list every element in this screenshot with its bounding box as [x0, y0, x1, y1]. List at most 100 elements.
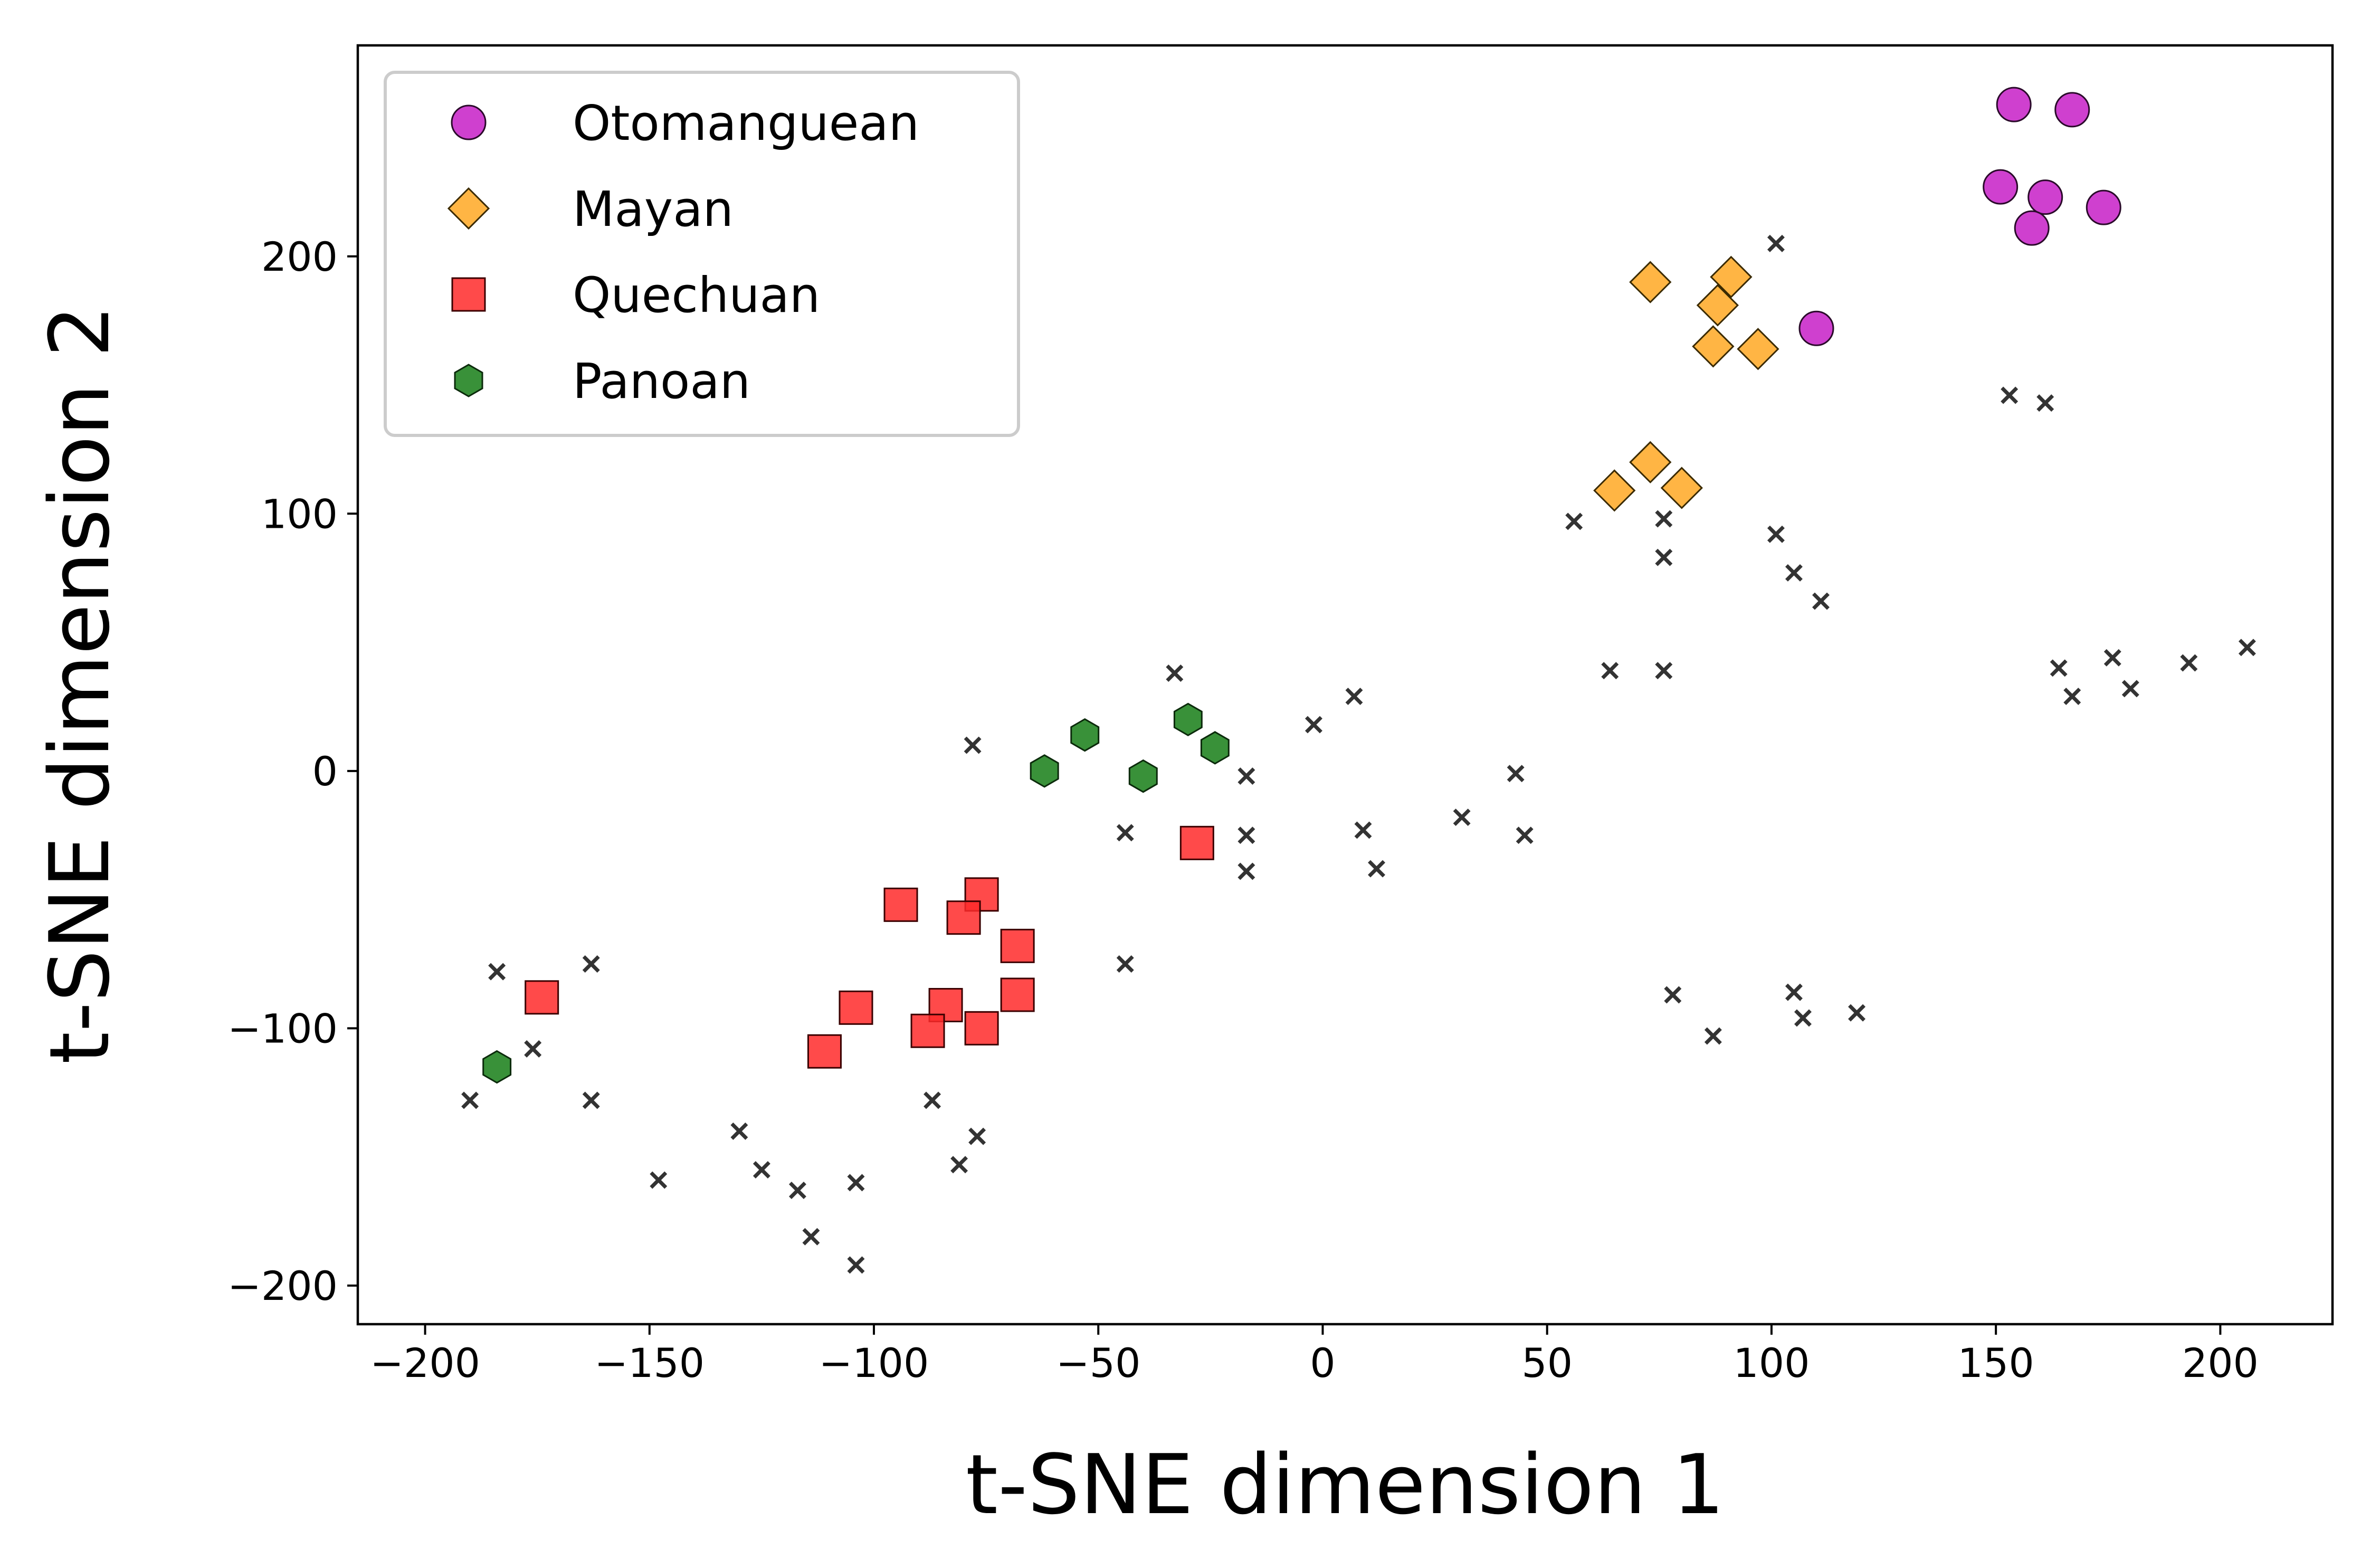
unlabeled-point: [847, 1174, 865, 1192]
y-tick-label: −100: [227, 1005, 338, 1052]
unlabeled-point: [1767, 234, 1785, 252]
unlabeled-point: [788, 1182, 806, 1199]
unlabeled-point: [1237, 862, 1255, 880]
legend-marker-otomanguean: [451, 104, 487, 140]
unlabeled-point: [1704, 1027, 1722, 1045]
legend: Otomanguean Mayan Quechuan Panoan: [384, 71, 1020, 437]
panoan-point: [482, 1050, 512, 1084]
quechuan-point: [807, 1034, 842, 1069]
legend-label-mayan: Mayan: [573, 181, 734, 237]
x-tick-label: −200: [370, 1339, 480, 1386]
unlabeled-point: [488, 963, 506, 981]
otomanguean-point: [1996, 87, 2032, 122]
x-tick-label: 150: [1958, 1339, 2034, 1386]
unlabeled-point: [1655, 510, 1673, 528]
unlabeled-point: [2180, 654, 2198, 672]
mayan-point: [1737, 328, 1779, 370]
unlabeled-point: [650, 1171, 668, 1189]
y-tick-label: 200: [261, 233, 338, 280]
otomanguean-point: [2014, 210, 2050, 246]
unlabeled-point: [1785, 983, 1803, 1001]
x-tick-label: −50: [1056, 1339, 1140, 1386]
unlabeled-point: [2063, 687, 2081, 705]
otomanguean-point: [2086, 189, 2121, 225]
panoan-point: [1128, 759, 1158, 793]
unlabeled-point: [2238, 639, 2256, 657]
unlabeled-point: [461, 1091, 479, 1109]
quechuan-point: [1179, 825, 1214, 860]
quechuan-point: [1000, 928, 1035, 963]
unlabeled-point: [1354, 821, 1372, 839]
mayan-point: [1710, 255, 1753, 298]
unlabeled-point: [1767, 525, 1785, 543]
x-axis-ticks: −200 −150 −100 −50 0 50 100 150 200: [370, 1324, 2259, 1386]
y-tick-label: 0: [312, 748, 338, 795]
x-tick-label: 200: [2182, 1339, 2259, 1386]
mayan-point: [1629, 261, 1672, 303]
plot-frame: [356, 44, 2334, 1326]
unlabeled-point: [1794, 1009, 1812, 1027]
x-tick-label: −150: [594, 1339, 705, 1386]
legend-marker-quechuan: [451, 277, 486, 312]
legend-label-panoan: Panoan: [573, 353, 750, 410]
x-tick-label: 0: [1310, 1339, 1335, 1386]
x-tick-label: −100: [819, 1339, 929, 1386]
unlabeled-point: [1848, 1004, 1865, 1022]
legend-label-quechuan: Quechuan: [573, 267, 820, 324]
quechuan-point: [910, 1013, 945, 1048]
unlabeled-point: [1305, 716, 1322, 734]
otomanguean-point: [1798, 310, 1834, 346]
mayan-point: [1696, 284, 1739, 327]
unlabeled-point: [1565, 512, 1583, 530]
unlabeled-point: [1166, 664, 1184, 682]
unlabeled-point: [950, 1156, 968, 1174]
unlabeled-point: [753, 1161, 770, 1179]
y-tick-label: −200: [227, 1262, 338, 1309]
unlabeled-point: [1812, 592, 1830, 610]
x-tick-label: 50: [1521, 1339, 1573, 1386]
unlabeled-point: [1664, 986, 1682, 1004]
unlabeled-point: [924, 1091, 941, 1109]
unlabeled-point: [524, 1040, 542, 1058]
unlabeled-point: [2103, 649, 2121, 667]
quechuan-point: [525, 980, 559, 1015]
otomanguean-point: [2054, 92, 2090, 128]
unlabeled-point: [1237, 826, 1255, 844]
unlabeled-point: [2001, 386, 2019, 404]
unlabeled-point: [802, 1228, 820, 1246]
unlabeled-point: [582, 1091, 600, 1109]
unlabeled-point: [2121, 680, 2139, 698]
unlabeled-point: [1785, 564, 1803, 582]
quechuan-point: [964, 1011, 999, 1046]
y-axis-ticks: −200 −100 0 100 200: [227, 233, 358, 1309]
unlabeled-point: [1368, 860, 1386, 878]
unlabeled-point: [2050, 659, 2068, 677]
mayan-point: [1692, 325, 1735, 368]
unlabeled-point: [1116, 824, 1134, 842]
mayan-point: [1660, 467, 1703, 509]
unlabeled-point: [1237, 767, 1255, 785]
unlabeled-point: [1601, 662, 1619, 680]
unlabeled-point: [1116, 955, 1134, 973]
unlabeled-point: [1655, 548, 1673, 566]
unlabeled-point: [847, 1256, 865, 1274]
panoan-point: [1173, 702, 1203, 737]
quechuan-point: [883, 887, 918, 922]
quechuan-point: [946, 900, 981, 935]
panoan-point: [1200, 731, 1230, 765]
quechuan-point: [1000, 977, 1035, 1012]
quechuan-point: [839, 990, 873, 1025]
unlabeled-point: [1507, 765, 1525, 783]
legend-box: [384, 71, 1020, 437]
unlabeled-point: [730, 1122, 748, 1140]
unlabeled-point: [1516, 826, 1534, 844]
legend-marker-mayan: [447, 187, 490, 230]
legend-label-otomanguean: Otomanguean: [573, 95, 919, 151]
data-points: [461, 87, 2256, 1274]
x-axis-label: t-SNE dimension 1: [966, 1437, 1725, 1533]
y-tick-label: 100: [261, 490, 338, 537]
x-tick-label: 100: [1733, 1339, 1810, 1386]
otomanguean-point: [2027, 179, 2063, 215]
y-axis-label: t-SNE dimension 2: [32, 305, 128, 1064]
